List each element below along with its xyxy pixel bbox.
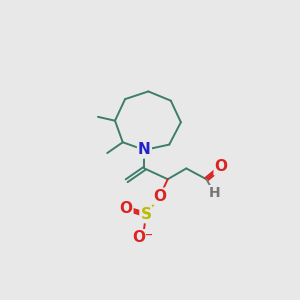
- Text: O: O: [153, 189, 167, 204]
- Text: O⁻: O⁻: [132, 230, 153, 245]
- Text: O: O: [119, 201, 132, 216]
- Text: O: O: [215, 159, 228, 174]
- Text: S: S: [140, 207, 152, 222]
- Text: N: N: [138, 142, 151, 158]
- Text: H: H: [208, 186, 220, 200]
